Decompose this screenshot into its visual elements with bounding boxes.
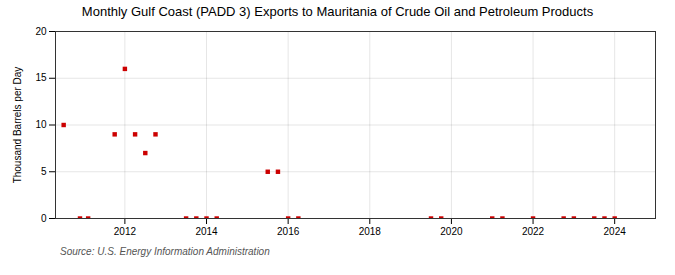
svg-text:2018: 2018 bbox=[359, 226, 382, 237]
html-text:Source: U.S. Energy Informatio: Source: U.S. Energy Information Administ… bbox=[60, 246, 270, 257]
svg-text:2022: 2022 bbox=[522, 226, 545, 237]
svg-text:2014: 2014 bbox=[195, 226, 218, 237]
svg-text:2020: 2020 bbox=[440, 226, 463, 237]
svg-text:15: 15 bbox=[35, 72, 47, 83]
svg-text:20: 20 bbox=[35, 26, 47, 37]
svg-text:5: 5 bbox=[41, 166, 47, 177]
svg-text:0: 0 bbox=[41, 213, 47, 224]
svg-text:2016: 2016 bbox=[277, 226, 300, 237]
svg-text:10: 10 bbox=[35, 119, 47, 130]
svg-text:2024: 2024 bbox=[604, 226, 627, 237]
html-text:Monthly Gulf Coast (PADD 3) Ex: Monthly Gulf Coast (PADD 3) Exports to M… bbox=[81, 4, 594, 19]
svg-text:Thousand Barrels per Day: Thousand Barrels per Day bbox=[12, 67, 23, 184]
svg-text:2012: 2012 bbox=[114, 226, 137, 237]
